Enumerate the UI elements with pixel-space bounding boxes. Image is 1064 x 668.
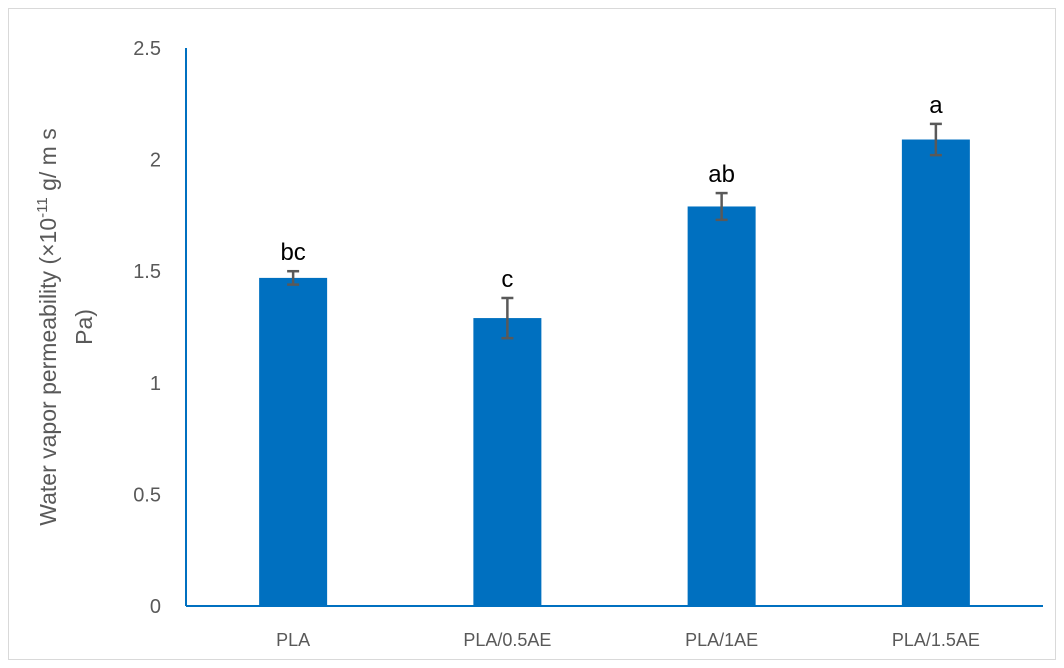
y-axis-ticks: 0 0.5 1 1.5 2 2.5: [133, 38, 161, 618]
bar: [687, 206, 756, 607]
significance-label: c: [501, 266, 513, 293]
x-tick-label: PLA: [276, 630, 310, 650]
error-bar: [715, 191, 728, 222]
y-tick-label: 1: [150, 373, 161, 395]
error-bars: [287, 122, 942, 340]
y-tick-label: 1.5: [133, 261, 161, 283]
x-tick-label: PLA/1.5AE: [892, 630, 980, 650]
significance-label: ab: [708, 161, 735, 188]
bar: [901, 139, 970, 606]
y-tick-label: 2.5: [133, 38, 161, 60]
y-axis-label-line1: Water vapor permeability (×10-11 g/ m s: [34, 128, 61, 525]
error-bar: [501, 296, 514, 340]
x-axis-ticks: PLA PLA/0.5AE PLA/1AE PLA/1.5AE: [276, 630, 980, 650]
error-bar: [929, 122, 942, 157]
y-tick-label: 0: [150, 596, 161, 618]
bar: [259, 277, 328, 606]
bar: [473, 318, 542, 606]
significance-label: bc: [280, 239, 305, 266]
significance-labels: bc c ab a: [280, 92, 943, 293]
significance-label: a: [929, 92, 943, 119]
bars: [259, 139, 970, 607]
x-tick-label: PLA/1AE: [685, 630, 758, 650]
x-tick-label: PLA/0.5AE: [463, 630, 551, 650]
y-tick-label: 2: [150, 150, 161, 172]
chart-frame: 0 0.5 1 1.5 2 2.5 bc c ab a PLA PLA/0.5AE PLA/1AE P…: [8, 8, 1056, 660]
y-axis-label-line2: Pa): [71, 309, 97, 345]
y-tick-label: 0.5: [133, 484, 161, 506]
error-bar: [287, 269, 300, 286]
